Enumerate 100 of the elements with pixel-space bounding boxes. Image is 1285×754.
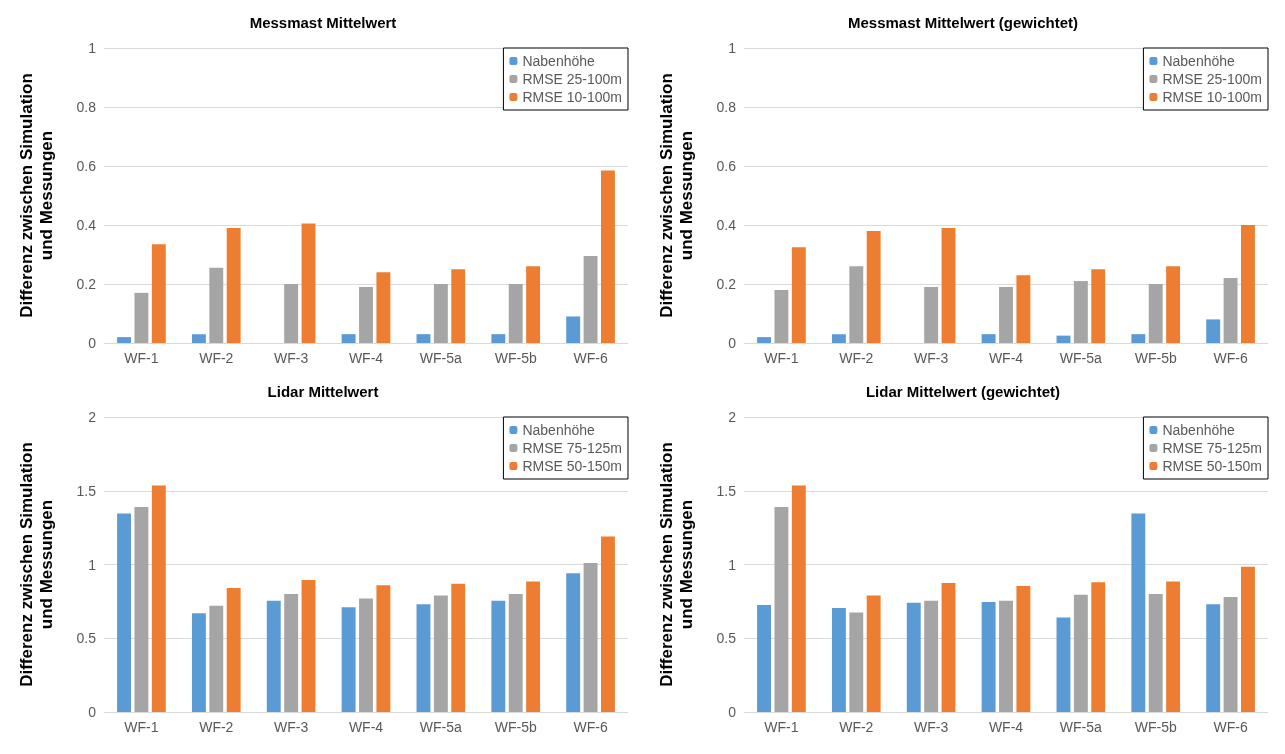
x-tick-label: WF-1 (764, 350, 799, 366)
bar (1091, 582, 1106, 712)
y-tick-label: 1.5 (716, 482, 737, 499)
bar (526, 581, 541, 712)
x-tick-label: WF-5a (419, 719, 463, 735)
bar (226, 588, 241, 712)
bar (924, 600, 939, 712)
y-tick-label: 0.2 (76, 276, 97, 292)
bar (999, 600, 1013, 712)
legend-label: RMSE 50-150m (1162, 458, 1262, 474)
x-tick-label: WF-6 (573, 719, 608, 735)
bar (831, 334, 846, 343)
x-tick-label: WF-5b (494, 719, 537, 735)
y-tick-label: 0.4 (76, 217, 97, 233)
bar (1131, 334, 1146, 343)
bar (1206, 604, 1221, 712)
bar (284, 594, 299, 712)
y-tick-label: 2 (728, 409, 737, 425)
bar (866, 230, 881, 343)
x-tick-label: WF-6 (1213, 719, 1248, 735)
bar (341, 334, 356, 343)
bar (209, 267, 224, 343)
bar (508, 594, 523, 712)
bar (849, 266, 864, 343)
bar (134, 506, 149, 712)
y-tick-label: 1 (88, 40, 97, 56)
bar (376, 272, 391, 343)
bar (117, 337, 131, 343)
x-tick-label: WF-3 (274, 350, 309, 366)
bar (583, 563, 598, 712)
x-tick-label: WF-6 (573, 350, 608, 366)
legend-label: Nabenhöhe (1162, 422, 1236, 438)
legend-label: RMSE 75-125m (522, 440, 622, 456)
bar (416, 334, 431, 343)
bar (1166, 581, 1181, 712)
y-tick-label: 0.4 (716, 217, 737, 233)
bar (1241, 566, 1255, 712)
bar (757, 605, 771, 712)
x-tick-label: WF-5b (1134, 719, 1177, 735)
legend-label: RMSE 10-100m (522, 89, 622, 105)
bar (601, 536, 615, 712)
legend-label: RMSE 10-100m (1162, 89, 1262, 105)
bar (491, 334, 506, 343)
bar (999, 286, 1013, 343)
bar (583, 255, 598, 343)
y-tick-label: 0 (88, 704, 97, 720)
bar (191, 613, 206, 712)
y-tick-label: 2 (88, 409, 97, 425)
bar (981, 602, 996, 712)
x-tick-label: WF-2 (839, 719, 874, 735)
y-tick-label: 0 (88, 335, 97, 351)
x-tick-label: WF-3 (914, 719, 949, 735)
y-tick-label: 0.6 (76, 158, 97, 174)
bar (924, 286, 939, 343)
x-tick-label: WF-5a (1059, 719, 1103, 735)
bar (134, 292, 149, 343)
bar (508, 284, 523, 343)
bar (491, 600, 506, 712)
legend-label: RMSE 25-100m (1162, 71, 1262, 87)
bar (151, 485, 166, 712)
bar (1073, 594, 1088, 712)
bar (191, 334, 206, 343)
bar (849, 612, 864, 712)
chart-title: Messmast Mittelwert (gewichtet) (847, 14, 1079, 31)
x-tick-label: WF-5a (1059, 350, 1103, 366)
bar (981, 334, 996, 343)
bar (301, 579, 316, 712)
x-tick-label: WF-2 (199, 350, 234, 366)
y-tick-label: 0 (728, 335, 737, 351)
bar (433, 284, 448, 343)
x-tick-label: WF-2 (199, 719, 234, 735)
bar (1016, 585, 1031, 712)
bar (526, 266, 541, 343)
legend-label: Nabenhöhe (1162, 53, 1236, 69)
bar (774, 506, 789, 712)
bar (416, 604, 431, 712)
x-tick-label: WF-4 (348, 719, 384, 735)
bar (151, 244, 166, 343)
bar (226, 227, 241, 343)
y-tick-label: 0.8 (716, 99, 737, 115)
y-axis-title: Differenz zwischen Simulation und Messungen (16, 442, 56, 687)
bar (341, 607, 356, 712)
y-tick-label: 0 (728, 704, 737, 720)
chart-title: Messmast Mittelwert (249, 14, 397, 31)
bar (1223, 596, 1238, 712)
bar (1016, 275, 1031, 343)
x-tick-label: WF-1 (124, 350, 159, 366)
bar (451, 583, 466, 712)
bar (1206, 319, 1221, 343)
bar (1166, 266, 1181, 343)
chart-title: Lidar Mittelwert (gewichtet) (865, 383, 1061, 400)
bar (601, 170, 615, 343)
legend-label: RMSE 75-125m (1162, 440, 1262, 456)
bar (1148, 284, 1163, 343)
bar (433, 595, 448, 712)
bar (566, 573, 581, 712)
x-tick-label: WF-5a (419, 350, 463, 366)
bar (359, 598, 373, 712)
legend-label: Nabenhöhe (522, 53, 596, 69)
x-tick-label: WF-6 (1213, 350, 1248, 366)
